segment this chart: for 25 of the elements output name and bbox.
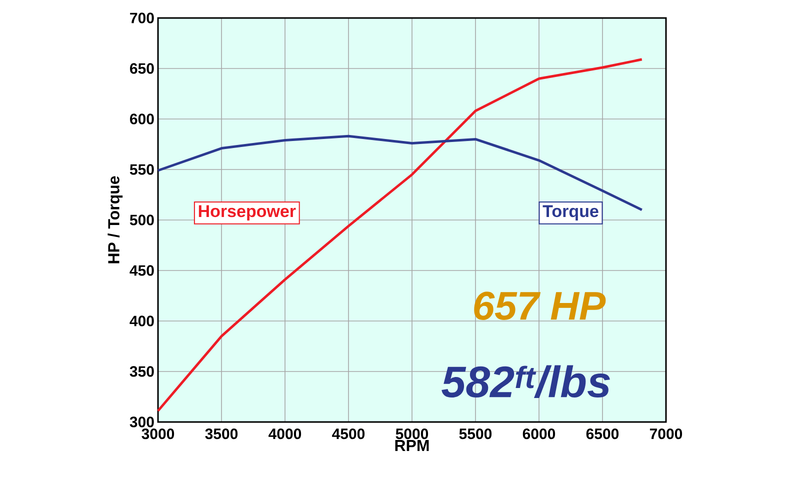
x-tick-label: 3500 [205,428,238,440]
x-tick-label: 6500 [586,428,619,440]
y-tick-label: 400 [130,316,154,326]
x-tick-label: 4000 [268,428,302,440]
y-tick-label: 600 [130,114,154,124]
y-tick-label: 500 [130,214,154,226]
x-tick-label: 5500 [459,428,492,440]
y-tick-label: 300 [130,416,154,428]
y-tick-label: 450 [130,265,154,276]
y-tick-label: 700 [130,12,154,24]
y-tick-label: 350 [130,366,154,377]
x-tick-label: 4500 [332,428,365,440]
x-tick-label: 3000 [142,428,174,440]
y-tick-label: 550 [130,164,154,175]
y-axis-title: HP / Torque [108,176,123,264]
annotation: 582$^{ft}$/lbs [442,365,610,398]
y-tick-label: 650 [130,63,154,74]
annotation: 657 HP [474,292,606,320]
x-axis-title: RPM [395,440,429,452]
line-series [156,58,644,412]
text: Horsepower [198,205,296,221]
x-tick-label: 7000 [650,428,682,440]
x-tick-label: 5000 [396,428,428,440]
series-label: Torque [542,205,598,221]
x-tick-label: 6000 [522,428,556,440]
